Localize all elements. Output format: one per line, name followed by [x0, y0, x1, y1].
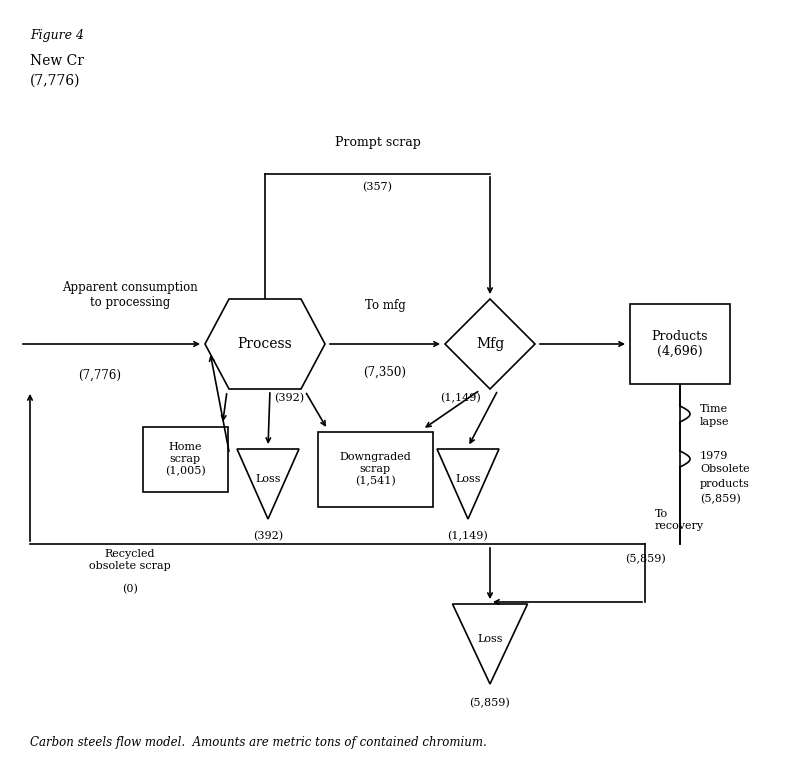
Text: Downgraded
scrap
(1,541): Downgraded scrap (1,541)	[339, 452, 411, 486]
Text: lapse: lapse	[700, 417, 730, 427]
Text: (1,149): (1,149)	[440, 393, 481, 403]
Text: Figure 4: Figure 4	[30, 29, 84, 42]
Text: (0): (0)	[122, 584, 138, 594]
Text: Carbon steels flow model.  Amounts are metric tons of contained chromium.: Carbon steels flow model. Amounts are me…	[30, 736, 486, 749]
Text: Process: Process	[238, 337, 292, 351]
Text: (392): (392)	[274, 393, 305, 403]
Text: Obsolete: Obsolete	[700, 464, 750, 474]
Text: Recycled
obsolete scrap: Recycled obsolete scrap	[89, 549, 171, 570]
Polygon shape	[437, 449, 499, 519]
Text: Prompt scrap: Prompt scrap	[334, 136, 421, 149]
Text: Products
(4,696): Products (4,696)	[652, 330, 708, 358]
Text: Mfg: Mfg	[476, 337, 504, 351]
Text: New Cr: New Cr	[30, 54, 84, 68]
Text: To
recovery: To recovery	[655, 509, 704, 531]
Text: (5,859): (5,859)	[700, 494, 741, 505]
Polygon shape	[237, 449, 299, 519]
Text: Loss: Loss	[255, 474, 281, 484]
Bar	[142, 426, 227, 491]
Text: (7,776): (7,776)	[30, 74, 81, 88]
Polygon shape	[445, 299, 535, 389]
Bar	[318, 431, 433, 506]
Text: Apparent consumption
to processing: Apparent consumption to processing	[62, 281, 198, 309]
Bar	[630, 304, 730, 384]
Text: (7,776): (7,776)	[78, 369, 122, 382]
Text: 1979: 1979	[700, 451, 728, 461]
Text: (357): (357)	[362, 182, 393, 192]
Text: Home
scrap
(1,005): Home scrap (1,005)	[165, 442, 206, 476]
Text: (5,859): (5,859)	[625, 554, 666, 564]
Text: products: products	[700, 479, 750, 489]
Text: Loss: Loss	[478, 634, 502, 644]
Text: (392): (392)	[253, 531, 283, 541]
Polygon shape	[205, 299, 325, 389]
Text: Loss: Loss	[455, 474, 481, 484]
Text: (1,149): (1,149)	[448, 531, 488, 541]
Text: To mfg: To mfg	[365, 299, 406, 312]
Text: (5,859): (5,859)	[470, 698, 510, 708]
Text: Time: Time	[700, 404, 728, 414]
Polygon shape	[453, 604, 527, 684]
Text: (7,350): (7,350)	[363, 366, 406, 379]
